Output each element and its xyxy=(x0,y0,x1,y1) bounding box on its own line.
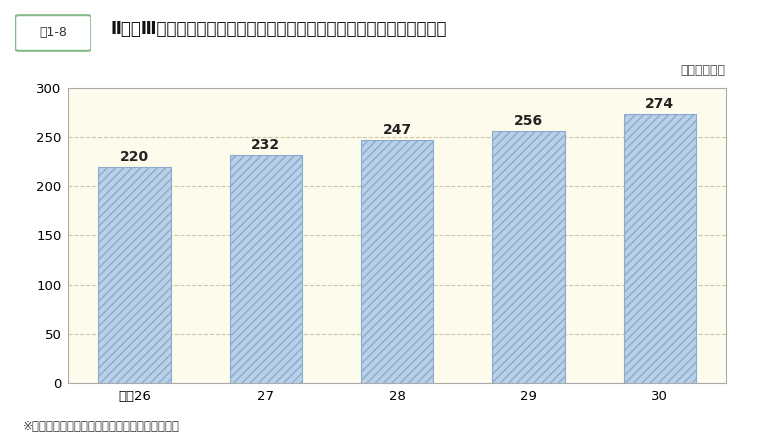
Bar xyxy=(361,140,433,383)
Text: 220: 220 xyxy=(120,150,149,164)
Text: 256: 256 xyxy=(514,114,543,128)
Text: 274: 274 xyxy=(645,97,674,110)
Bar xyxy=(230,155,302,383)
Text: （単位：人）: （単位：人） xyxy=(681,64,726,77)
Text: Ⅱ種・Ⅲ種等採用職員の幹部職員（本府省課長級以上）の在職者数の推移: Ⅱ種・Ⅲ種等採用職員の幹部職員（本府省課長級以上）の在職者数の推移 xyxy=(110,20,447,37)
Text: ※　在職者数は、各年度末における人数である。: ※ 在職者数は、各年度末における人数である。 xyxy=(23,420,179,433)
Bar xyxy=(98,167,170,383)
Text: 232: 232 xyxy=(252,138,280,152)
Bar xyxy=(624,114,696,383)
Bar xyxy=(492,131,565,383)
Text: 図1-8: 図1-8 xyxy=(40,26,67,40)
FancyBboxPatch shape xyxy=(15,15,91,51)
Text: 247: 247 xyxy=(382,123,412,137)
